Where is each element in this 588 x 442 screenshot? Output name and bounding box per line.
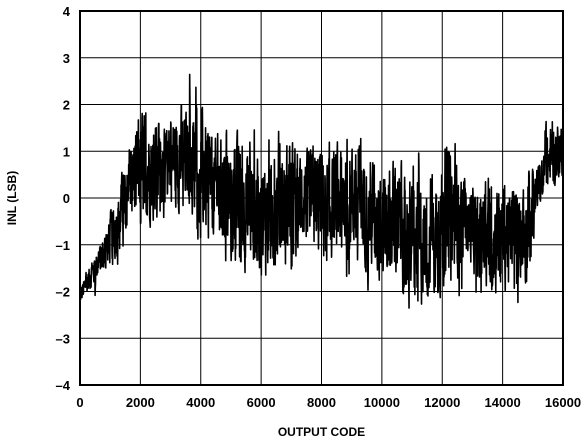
y-tick-label: 0: [63, 191, 70, 206]
y-tick-label: –2: [56, 285, 70, 300]
plot-frame: [79, 10, 564, 386]
x-tick-label: 2000: [126, 395, 155, 410]
y-tick-label: 2: [63, 98, 70, 113]
x-tick-label: 14000: [485, 395, 521, 410]
y-tick-label: –4: [56, 378, 71, 393]
y-tick-label: –3: [56, 331, 70, 346]
x-tick-label: 6000: [247, 395, 276, 410]
x-tick-label: 12000: [424, 395, 460, 410]
y-tick-label: 4: [63, 4, 71, 19]
y-tick-label: 3: [63, 51, 70, 66]
inl-trace: [79, 73, 564, 309]
x-tick-label: 8000: [307, 395, 336, 410]
x-tick-label: 16000: [545, 395, 581, 410]
y-axis-label: INL (LSB): [5, 171, 19, 225]
x-axis-label: OUTPUT CODE: [278, 425, 365, 439]
x-tick-label: 4000: [186, 395, 215, 410]
x-tick-label: 10000: [364, 395, 400, 410]
x-tick-labels: 0 2000 4000 6000 8000 10000 12000 14000 16000: [76, 395, 581, 410]
series-layer: [79, 73, 564, 309]
y-tick-labels: –4 –3 –2 –1 0 1 2 3 4: [56, 4, 71, 393]
y-tick-label: 1: [63, 144, 70, 159]
y-tick-label: –1: [56, 238, 70, 253]
x-tick-label: 0: [76, 395, 83, 410]
